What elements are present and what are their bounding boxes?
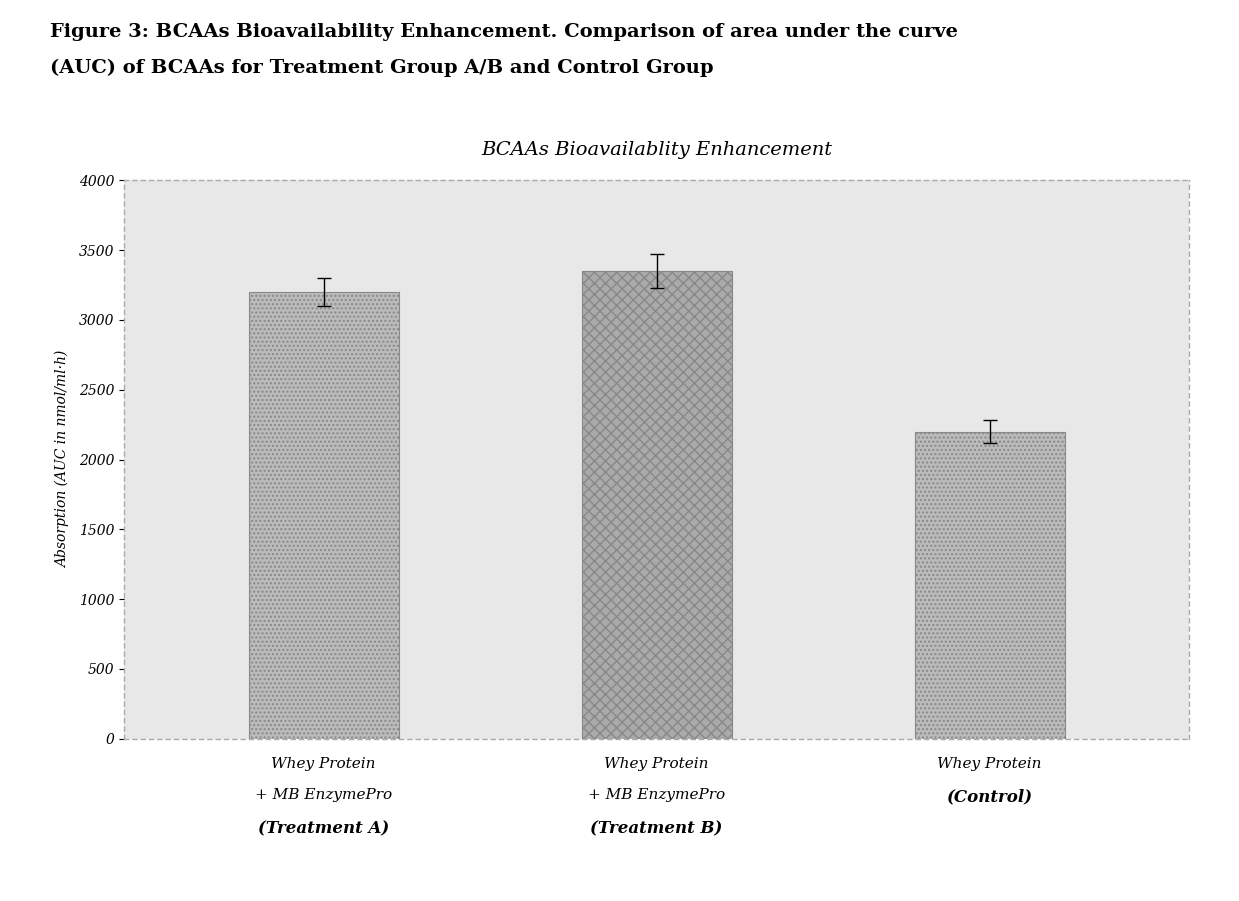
Bar [914, 432, 1064, 739]
Text: Figure 3: BCAAs Bioavailability Enhancement. Comparison of area under the curve: Figure 3: BCAAs Bioavailability Enhancem… [50, 23, 958, 41]
Text: Whey Protein: Whey Protein [938, 757, 1042, 771]
Text: (Treatment A): (Treatment A) [258, 820, 389, 837]
Y-axis label: Absorption (AUC in nmol/ml·h): Absorption (AUC in nmol/ml·h) [56, 350, 71, 569]
Text: + MB EnzymePro: + MB EnzymePro [255, 788, 393, 803]
Bar [582, 271, 731, 739]
Text: Whey Protein: Whey Protein [605, 757, 709, 771]
Bar [249, 292, 399, 739]
Text: Whey Protein: Whey Protein [271, 757, 375, 771]
Text: (AUC) of BCAAs for Treatment Group A/B and Control Group: (AUC) of BCAAs for Treatment Group A/B a… [50, 59, 714, 77]
Title: BCAAs Bioavailablity Enhancement: BCAAs Bioavailablity Enhancement [481, 141, 833, 159]
Text: (Control): (Control) [947, 788, 1033, 805]
Text: (Treatment B): (Treatment B) [591, 820, 722, 837]
Text: + MB EnzymePro: + MB EnzymePro [589, 788, 725, 803]
